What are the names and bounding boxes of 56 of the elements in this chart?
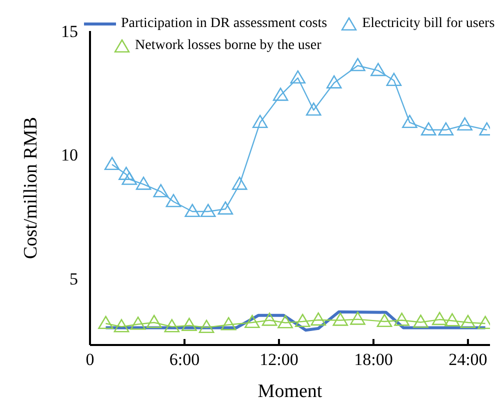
point bbox=[376, 314, 392, 328]
y-tick-label: 15 bbox=[61, 22, 78, 42]
point bbox=[394, 312, 410, 326]
point bbox=[118, 166, 134, 180]
point bbox=[218, 201, 234, 215]
point bbox=[438, 122, 454, 136]
x-tick-label: 12:00 bbox=[260, 350, 298, 370]
point bbox=[420, 122, 436, 136]
point bbox=[370, 62, 386, 76]
point bbox=[294, 314, 310, 328]
point bbox=[444, 313, 460, 326]
y-tick-label: 5 bbox=[70, 269, 78, 288]
point bbox=[130, 316, 146, 330]
point bbox=[350, 58, 366, 72]
point bbox=[122, 172, 138, 185]
point bbox=[153, 184, 169, 198]
point bbox=[182, 318, 197, 332]
point bbox=[278, 315, 293, 328]
point bbox=[104, 156, 120, 170]
point bbox=[332, 312, 348, 326]
legend-label: Network losses borne by the user bbox=[135, 38, 322, 54]
point bbox=[146, 314, 162, 328]
point bbox=[386, 72, 402, 86]
x-tick-label: 24:00 bbox=[448, 350, 488, 370]
point bbox=[184, 204, 200, 218]
point bbox=[310, 312, 326, 326]
point bbox=[457, 117, 472, 131]
point bbox=[198, 320, 214, 333]
point bbox=[306, 102, 322, 116]
point bbox=[232, 176, 248, 190]
point bbox=[262, 312, 278, 326]
point bbox=[272, 88, 288, 101]
point bbox=[350, 312, 366, 325]
x-tick-label: 18:00 bbox=[354, 350, 393, 370]
point bbox=[402, 114, 418, 128]
point bbox=[164, 319, 180, 332]
x-tick-label: 0 bbox=[86, 350, 94, 370]
y-axis-title: Cost/million RMB bbox=[20, 116, 42, 260]
point bbox=[326, 75, 342, 88]
point bbox=[244, 314, 260, 328]
point bbox=[114, 319, 130, 332]
point bbox=[136, 176, 152, 190]
point bbox=[413, 314, 428, 328]
x-axis-title: Moment bbox=[258, 381, 323, 402]
legend-label: Electricity bill for users bbox=[362, 16, 495, 32]
legend-label: Participation in DR assessment costs bbox=[121, 16, 328, 32]
x-tick-label: 6:00 bbox=[169, 350, 200, 370]
point bbox=[220, 317, 236, 330]
point bbox=[460, 314, 476, 328]
y-tick-label: 10 bbox=[61, 146, 78, 165]
point bbox=[200, 204, 216, 218]
point bbox=[166, 194, 182, 208]
point bbox=[290, 70, 306, 84]
point bbox=[432, 312, 448, 326]
point bbox=[252, 114, 268, 128]
point bbox=[98, 316, 114, 330]
